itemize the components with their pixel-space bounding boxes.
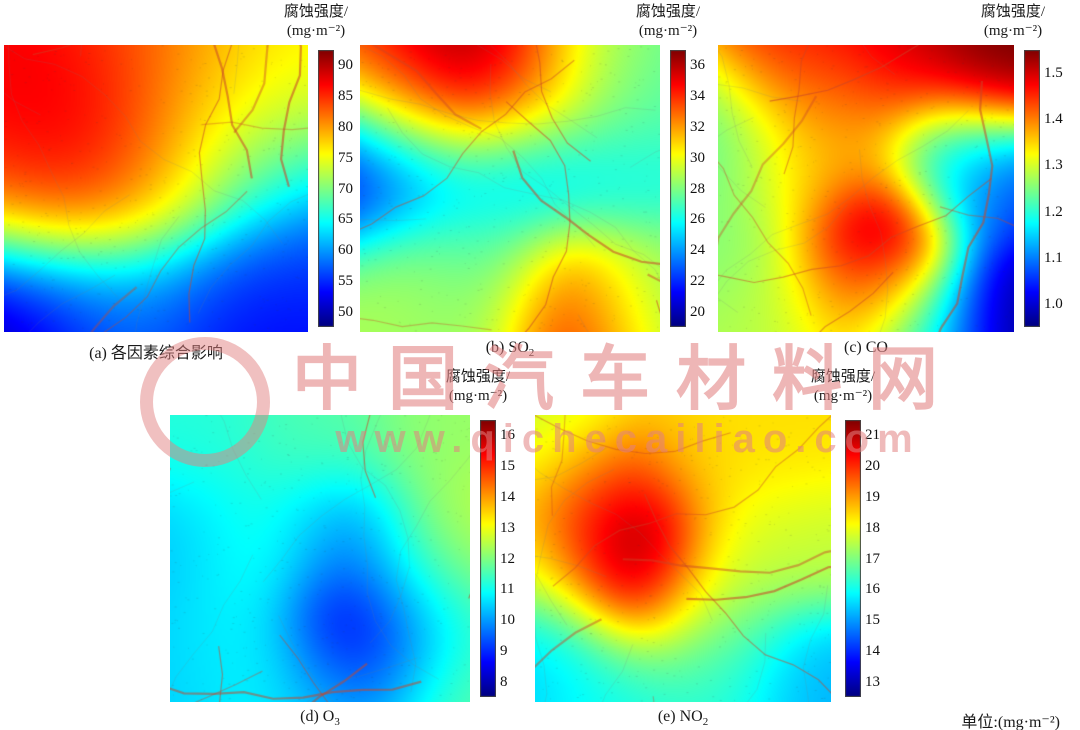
colorbar-title-line1: 腐蚀强度/	[980, 4, 1046, 20]
colorbar-tick-label: 22	[690, 272, 705, 289]
colorbar-tick-label: 26	[690, 211, 705, 228]
colorbar-tick-label: 14	[500, 488, 515, 505]
colorbar-title-line2: (mg·m⁻²)	[448, 388, 508, 404]
colorbar-b-ticks: 36 34 32 30 28 26 24 22 20	[690, 50, 730, 327]
colorbar-title-line2: (mg·m⁻²)	[286, 23, 346, 39]
colorbar-tick-label: 16	[500, 427, 515, 444]
colorbar-tick-label: 12	[500, 550, 515, 567]
colorbar-tick-label: 85	[338, 88, 353, 105]
heatmap-c-canvas	[718, 45, 1014, 332]
heatmap-b-canvas	[360, 45, 660, 332]
colorbar-e-canvas	[845, 420, 861, 697]
colorbar-tick-label: 1.2	[1044, 203, 1063, 220]
colorbar-tick-label: 21	[865, 427, 880, 444]
colorbar-title-e: 腐蚀强度/ (mg·m⁻²)	[773, 368, 913, 406]
colorbar-title-line1: 腐蚀强度/	[635, 4, 701, 20]
colorbar-tick-label: 15	[865, 612, 880, 629]
colorbar-title-line1: 腐蚀强度/	[445, 369, 511, 385]
heatmap-a-canvas	[4, 45, 308, 332]
colorbar-tick-label: 18	[865, 519, 880, 536]
colorbar-title-a: 腐蚀强度/ (mg·m⁻²)	[246, 3, 386, 41]
colorbar-tick-label: 20	[865, 458, 880, 475]
colorbar-d-ticks: 16 15 14 13 12 11 10 9 8	[500, 420, 540, 697]
caption-text: (e) NO	[657, 708, 703, 725]
colorbar-tick-label: 9	[500, 642, 508, 659]
colorbar-tick-label: 34	[690, 88, 705, 105]
colorbar-tick-label: 24	[690, 242, 705, 259]
colorbar-c-canvas	[1024, 50, 1040, 327]
caption-e: (e) NO2	[535, 708, 831, 728]
colorbar-title-line1: 腐蚀强度/	[810, 369, 876, 385]
colorbar-tick-label: 1.3	[1044, 157, 1063, 174]
colorbar-tick-label: 20	[690, 303, 705, 320]
colorbar-a-ticks: 90 85 80 75 70 65 60 55 50	[338, 50, 378, 327]
colorbar-title-line2: (mg·m⁻²)	[813, 388, 873, 404]
colorbar-tick-label: 19	[865, 488, 880, 505]
colorbar-tick-label: 14	[865, 642, 880, 659]
colorbar-tick-label: 55	[338, 272, 353, 289]
colorbar-tick-label: 1.4	[1044, 111, 1063, 128]
colorbar-tick-label: 10	[500, 612, 515, 629]
caption-subscript: 2	[528, 347, 535, 360]
colorbar-tick-label: 1.1	[1044, 249, 1063, 266]
caption-text: (d) O	[300, 708, 335, 725]
colorbar-d-canvas	[480, 420, 496, 697]
caption-text: (c) CO	[844, 339, 888, 356]
caption-c: (c) CO	[718, 339, 1014, 359]
colorbar-a-canvas	[318, 50, 334, 327]
colorbar-tick-label: 36	[690, 57, 705, 74]
caption-b: (b) SO2	[360, 339, 660, 359]
colorbar-title-d: 腐蚀强度/ (mg·m⁻²)	[408, 368, 548, 406]
heatmap-e-canvas	[535, 415, 831, 702]
colorbar-tick-label: 70	[338, 180, 353, 197]
caption-subscript: 2	[702, 716, 709, 729]
caption-d: (d) O3	[170, 708, 470, 728]
colorbar-tick-label: 28	[690, 180, 705, 197]
caption-text: (b) SO	[485, 339, 529, 356]
heatmap-d-canvas	[170, 415, 470, 702]
colorbar-tick-label: 15	[500, 458, 515, 475]
colorbar-b-canvas	[670, 50, 686, 327]
colorbar-tick-label: 1.5	[1044, 65, 1063, 82]
caption-subscript: 3	[334, 716, 340, 729]
colorbar-title-line2: (mg·m⁻²)	[638, 23, 698, 39]
colorbar-tick-label: 90	[338, 57, 353, 74]
colorbar-tick-label: 17	[865, 550, 880, 567]
colorbar-title-line2: (mg·m⁻²)	[983, 23, 1043, 39]
colorbar-tick-label: 60	[338, 242, 353, 259]
colorbar-tick-label: 11	[500, 581, 515, 598]
colorbar-title-b: 腐蚀强度/ (mg·m⁻²)	[598, 3, 738, 41]
colorbar-tick-label: 13	[865, 673, 880, 690]
colorbar-tick-label: 13	[500, 519, 515, 536]
colorbar-tick-label: 75	[338, 149, 353, 166]
colorbar-c-ticks: 1.5 1.4 1.3 1.2 1.1 1.0	[1044, 50, 1080, 327]
caption-text: (a) 各因素综合影响	[89, 345, 223, 362]
colorbar-tick-label: 1.0	[1044, 295, 1063, 312]
colorbar-title-line1: 腐蚀强度/	[283, 4, 349, 20]
colorbar-tick-label: 8	[500, 673, 508, 690]
colorbar-tick-label: 80	[338, 118, 353, 135]
caption-a: (a) 各因素综合影响	[4, 339, 308, 365]
unit-note: 单位:(mg·m⁻²)	[961, 714, 1060, 730]
colorbar-tick-label: 65	[338, 211, 353, 228]
colorbar-title-c: 腐蚀强度/ (mg·m⁻²)	[946, 3, 1080, 41]
colorbar-tick-label: 50	[338, 303, 353, 320]
colorbar-tick-label: 30	[690, 149, 705, 166]
colorbar-e-ticks: 21 20 19 18 17 16 15 14 13	[865, 420, 905, 697]
colorbar-tick-label: 32	[690, 118, 705, 135]
colorbar-tick-label: 16	[865, 581, 880, 598]
